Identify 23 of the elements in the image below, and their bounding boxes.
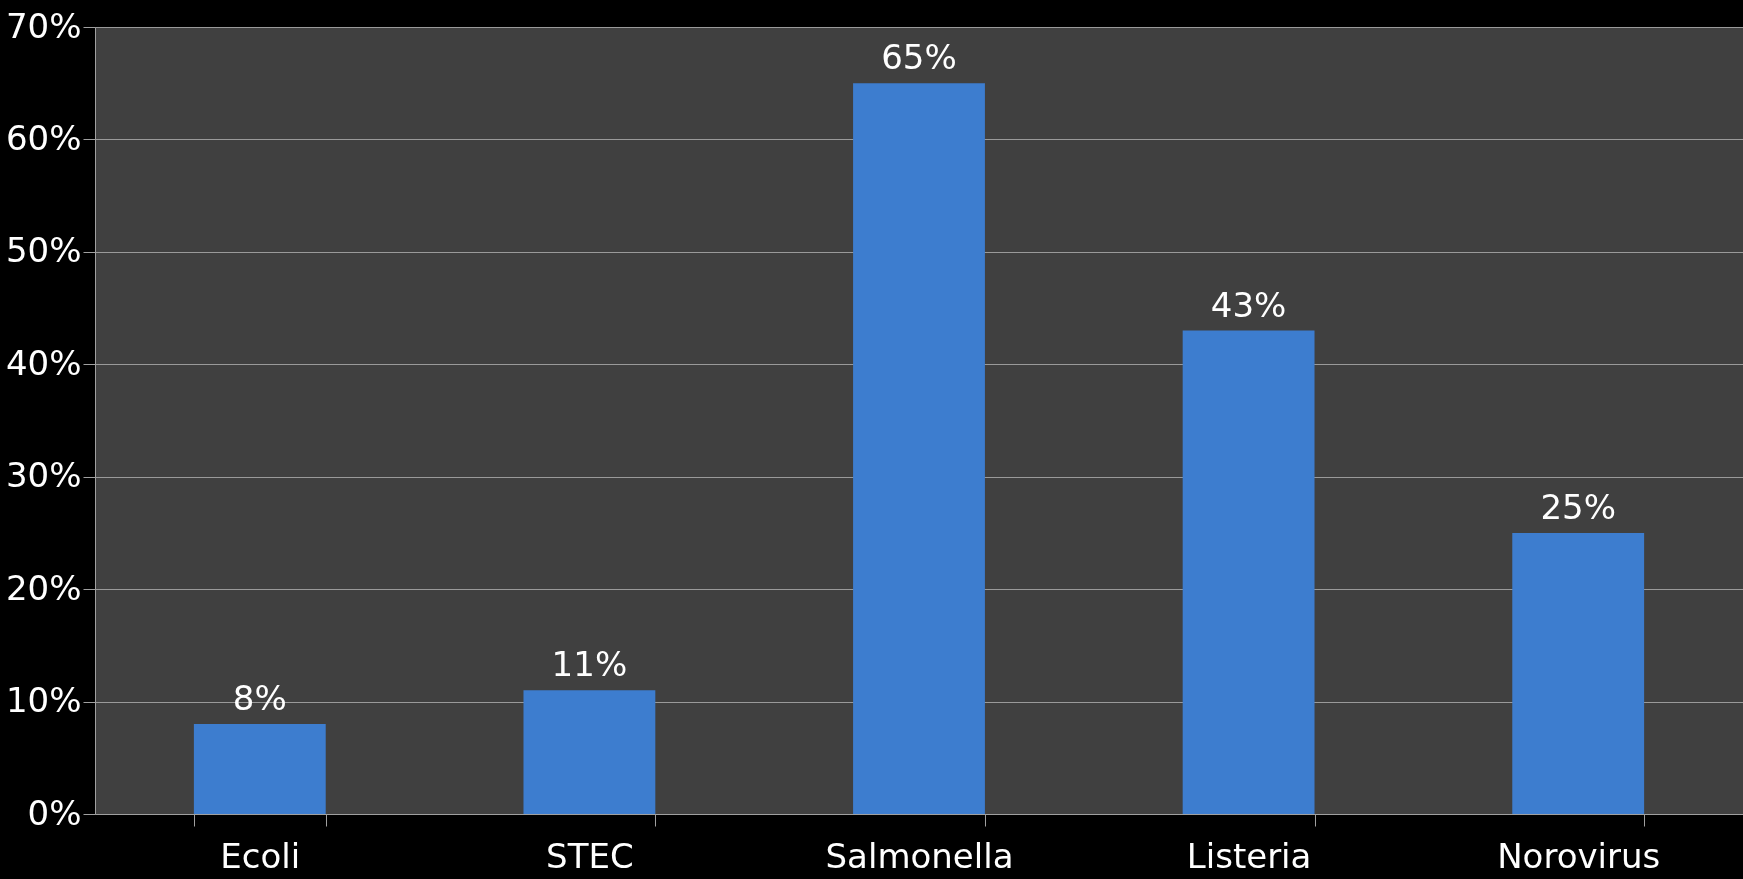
bar [193,724,326,814]
data-label: 43% [1210,284,1287,325]
x-tick-label: Salmonella [825,835,1014,876]
y-tick-label: 50% [5,230,82,271]
bar [853,83,985,814]
y-tick-label: 40% [5,342,82,383]
y-tick-label: 0% [27,792,82,833]
bar [1512,532,1645,814]
data-label: 25% [1540,486,1616,527]
data-label: 8% [232,678,287,719]
y-tick-label: 70% [5,5,82,46]
y-tick-label: 10% [5,680,82,721]
data-label: 65% [881,37,957,78]
x-tick-label: Ecoli [220,835,301,876]
bar [523,690,656,814]
x-tick-label: Norovirus [1497,835,1661,876]
data-label: 11% [551,644,628,685]
y-tick-label: 30% [5,455,82,496]
x-tick-label: Listeria [1186,835,1312,876]
y-tick-label: 20% [5,567,82,608]
y-tick-label: 60% [5,117,82,158]
bar [1182,330,1315,814]
x-tick-label: STEC [546,835,634,876]
